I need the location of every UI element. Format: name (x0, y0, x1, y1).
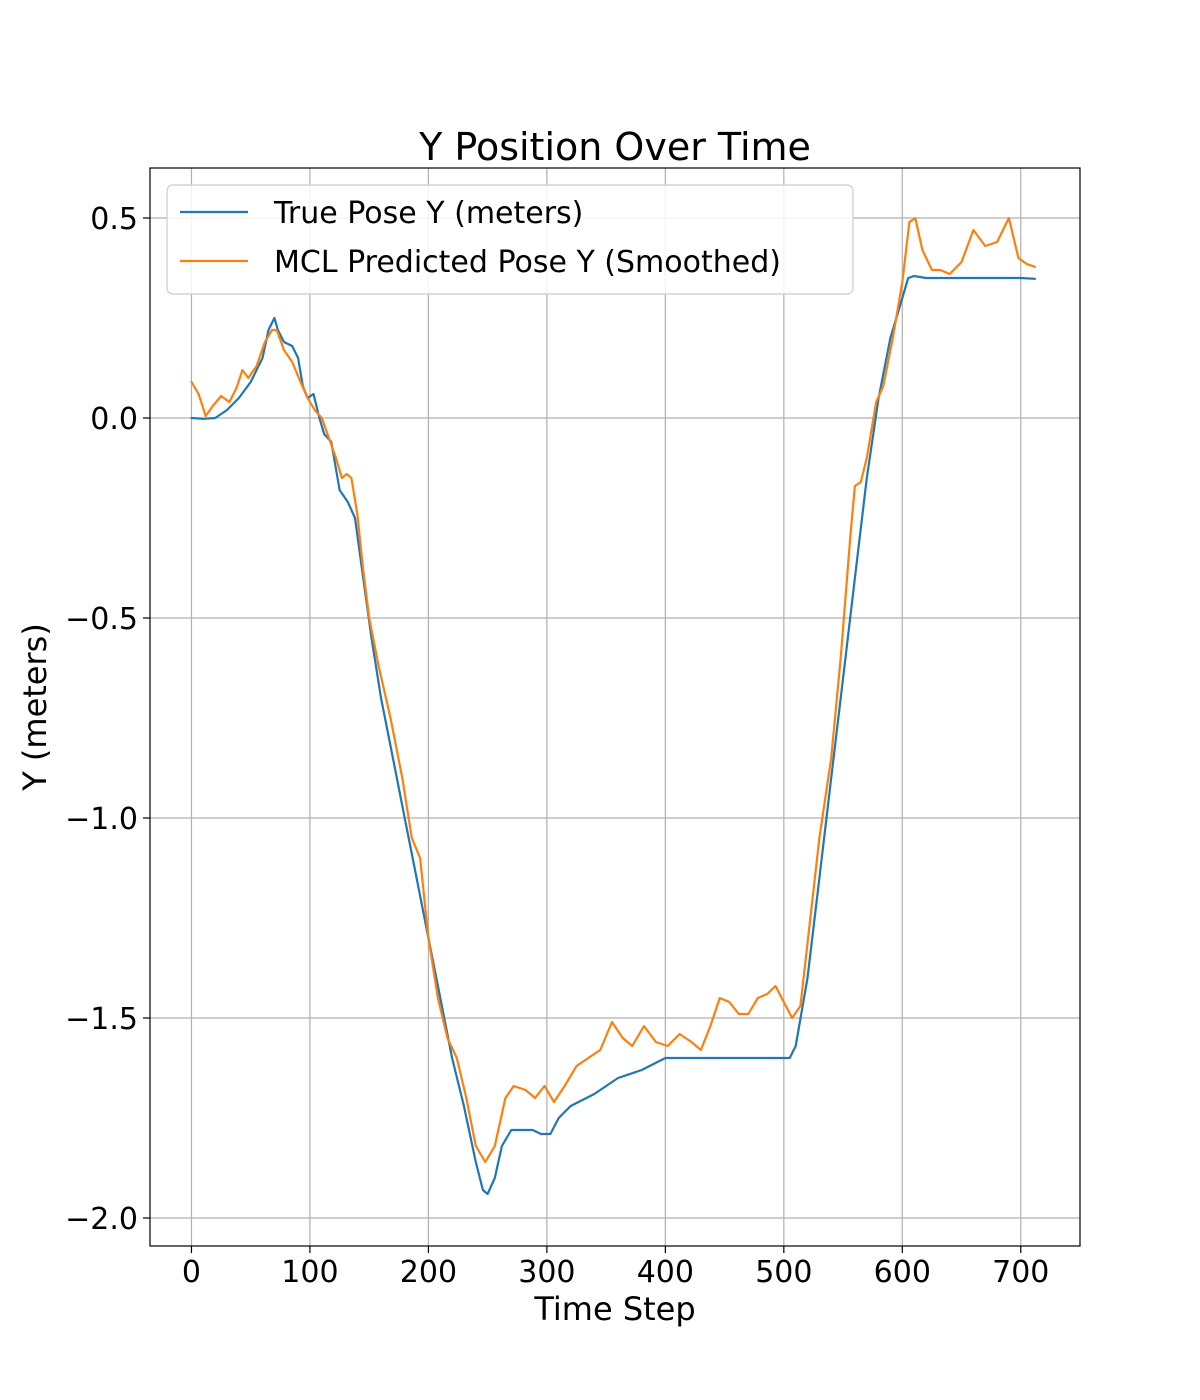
x-tick-label: 300 (518, 1255, 575, 1290)
legend-label-mcl-pose: MCL Predicted Pose Y (Smoothed) (274, 245, 781, 280)
x-tick-label: 400 (637, 1255, 694, 1290)
series-line-true-pose (190, 274, 1037, 1196)
y-tick-label: −1.0 (65, 802, 138, 837)
ticks: 0 100 200 300 400 500 600 700 0.5 0.0 −0.5 −1.0 −1.5… (65, 202, 1049, 1290)
plot-frame (149, 167, 1081, 1247)
legend-label-true-pose: True Pose Y (meters) (273, 196, 583, 231)
x-tick-label: 0 (182, 1255, 201, 1290)
x-tick-label: 100 (281, 1255, 338, 1290)
legend: True Pose Y (meters) MCL Predicted Pose … (166, 184, 854, 295)
x-tick-label: 200 (400, 1255, 457, 1290)
y-tick-label: −1.5 (65, 1002, 138, 1037)
y-tick-label: −0.5 (65, 602, 138, 637)
x-axis-label: Time Step (533, 1290, 695, 1328)
series-line-mcl-pose (190, 216, 1037, 1164)
y-tick-label: 0.5 (90, 202, 138, 237)
x-tick-label: 600 (874, 1255, 931, 1290)
chart-title: Y Position Over Time (418, 125, 811, 169)
legend-box (166, 184, 854, 295)
x-tick-label: 700 (992, 1255, 1049, 1290)
y-tick-label: −2.0 (65, 1202, 138, 1237)
y-axis-label: Y (meters) (16, 623, 54, 792)
y-tick-label: 0.0 (90, 402, 138, 437)
series-group (190, 216, 1037, 1196)
x-tick-label: 500 (755, 1255, 812, 1290)
